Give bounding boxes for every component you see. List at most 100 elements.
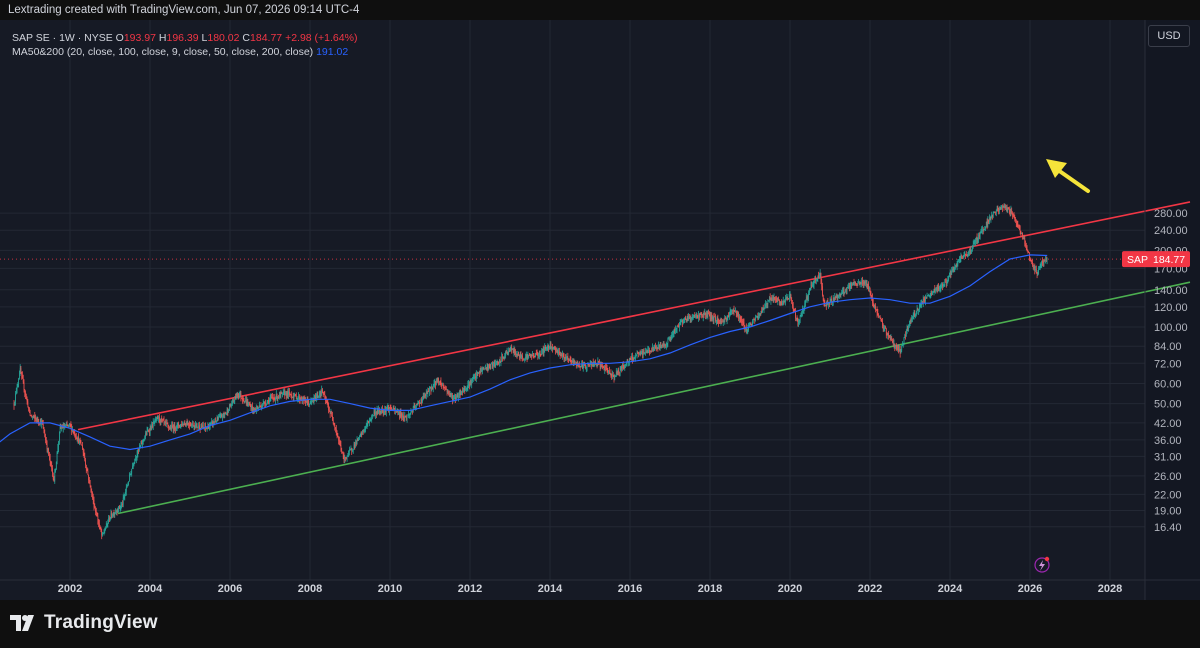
candle [603, 364, 605, 371]
candle [683, 318, 685, 324]
candle-body [730, 310, 732, 312]
candle [792, 302, 794, 314]
candle [84, 452, 86, 462]
candle [498, 361, 500, 365]
candle-body [713, 316, 715, 320]
candle [277, 396, 279, 403]
candle-body [28, 407, 29, 409]
candle-body [240, 393, 242, 398]
candle [869, 287, 871, 296]
candle-body [126, 486, 128, 488]
candle-body [573, 360, 575, 363]
candle [734, 310, 736, 312]
candle [831, 295, 833, 306]
candle-body [188, 423, 189, 425]
candle [1018, 224, 1020, 229]
candle-body [195, 423, 197, 425]
candle [494, 359, 496, 368]
candle-body [59, 431, 60, 442]
candle-body [171, 425, 173, 430]
candle [934, 285, 936, 293]
candle [895, 344, 896, 350]
ma-line[interactable] [0, 254, 1048, 451]
candle-body [222, 416, 223, 418]
candle [802, 305, 803, 317]
candle-body [105, 523, 107, 529]
candle-body [532, 354, 534, 357]
arrow-annotation-icon[interactable] [1046, 159, 1090, 193]
candle-body [822, 295, 824, 301]
x-tick-label: 2016 [618, 583, 642, 595]
candle [281, 391, 283, 394]
candle [232, 397, 234, 403]
candle-body [412, 411, 413, 413]
tradingview-logo-icon [10, 615, 34, 631]
candle [911, 315, 913, 323]
candle-body [409, 413, 411, 415]
candle-body [1025, 243, 1026, 246]
candle-body [568, 358, 569, 360]
candle-body [990, 216, 992, 221]
candle [905, 331, 906, 340]
candle-body [109, 517, 111, 520]
candle-body [59, 426, 61, 432]
candle [150, 425, 152, 431]
candle-body [1045, 259, 1047, 261]
candle-body [702, 313, 704, 318]
candle-body [685, 319, 687, 322]
candle [305, 400, 307, 403]
axes: 280.00240.00200.00170.00140.00120.00100.… [0, 20, 1200, 600]
candle [1012, 211, 1013, 220]
candle [103, 529, 105, 536]
candle [1038, 266, 1040, 275]
candle [858, 278, 860, 284]
candle [53, 475, 55, 482]
candle [515, 351, 517, 358]
candle-body [694, 315, 696, 317]
candle [241, 397, 243, 400]
currency-button[interactable]: USD [1148, 25, 1190, 47]
candle-body [245, 399, 247, 404]
candle-body [396, 411, 398, 413]
candle-body [472, 379, 473, 382]
candle-body [509, 349, 511, 352]
candle-body [825, 305, 827, 306]
candle [355, 439, 356, 448]
candle [235, 392, 237, 400]
candle-body [539, 350, 540, 355]
candle [1014, 214, 1016, 222]
candle-body [932, 292, 933, 295]
candle-body [708, 313, 709, 315]
lightning-icon[interactable] [1034, 556, 1050, 573]
candle-body [871, 295, 873, 298]
candle [448, 390, 450, 396]
candle [997, 205, 999, 212]
candle [319, 391, 321, 398]
candle [574, 359, 576, 365]
candle [378, 407, 380, 416]
upper-channel-line[interactable] [77, 201, 1191, 431]
chart-area[interactable]: 280.00240.00200.00170.00140.00120.00100.… [0, 20, 1200, 620]
open-value: 193.97 [123, 32, 156, 44]
candle [586, 364, 588, 372]
candle-body [455, 397, 457, 400]
candle [418, 399, 420, 408]
lower-channel-line[interactable] [117, 281, 1191, 515]
candle [361, 431, 363, 438]
price-chart[interactable]: 280.00240.00200.00170.00140.00120.00100.… [0, 20, 1200, 600]
candle [929, 292, 931, 299]
candle-body [457, 395, 459, 398]
candle-body [255, 408, 256, 412]
tradingview-brand[interactable]: TradingView [10, 612, 158, 634]
candle [340, 440, 342, 452]
candle-body [185, 423, 186, 426]
price-tag[interactable]: SAP 184.77 [1122, 251, 1190, 268]
candle-body [1013, 216, 1015, 219]
candle-body [387, 407, 389, 410]
candle [468, 381, 470, 390]
candle-body [349, 450, 350, 452]
candle-body [1040, 263, 1042, 268]
candle-body [382, 409, 383, 412]
candle [125, 483, 127, 496]
candle [976, 233, 978, 245]
